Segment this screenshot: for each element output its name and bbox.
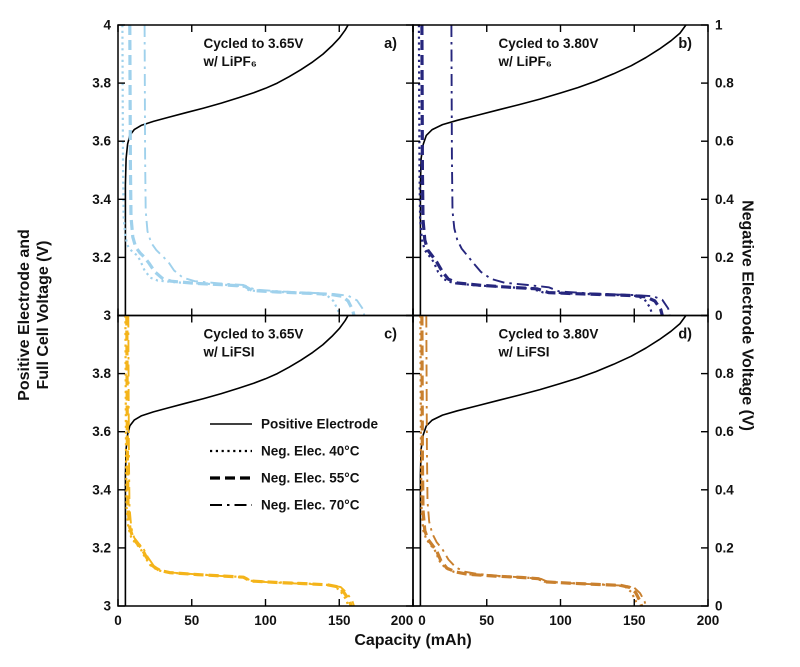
legend-label: Neg. Elec. 40°C	[261, 444, 360, 459]
panel-a-annotation-line: w/ LiPF₆	[203, 54, 257, 69]
panel-b-annotation: Cycled to 3.80V w/ LiPF₆	[498, 36, 599, 69]
panel-a-annotation: Cycled to 3.65V w/ LiPF₆	[203, 36, 304, 69]
panel-a-annotation-line: Cycled to 3.65V	[204, 36, 304, 51]
x-tick-label: 200	[391, 613, 414, 628]
panel-b-annotation-line: Cycled to 3.80V	[499, 36, 599, 51]
panel-b-ticks	[412, 24, 709, 317]
panel-c-tick-labels: 3 3.2 3.4 3.6 3.8 0 50 100 150 200	[92, 366, 413, 628]
panel-d-annotation-line: w/ LiFSI	[498, 345, 550, 360]
panel-b-neg-electrode-line-2	[450, 25, 671, 316]
y-right-tick-label: 0.8	[715, 76, 734, 91]
legend-label: Neg. Elec. 70°C	[261, 498, 360, 513]
y-left-tick-label: 3	[103, 308, 111, 323]
panel-c-annotation-line: w/ LiFSI	[203, 345, 255, 360]
panel-b-tick-labels: 0 0.2 0.4 0.6 0.8 1	[715, 18, 734, 324]
panel-b: 0 0.2 0.4 0.6 0.8 1 Cycled to 3.80V w/ LiPF₆ b)	[412, 18, 734, 324]
y-right-tick-label: 1	[715, 18, 723, 33]
panel-b-frame	[412, 24, 709, 317]
y-right-tick-label: 0	[715, 599, 723, 614]
legend: Positive Electrode Neg. Elec. 40°C Neg. El…	[210, 417, 379, 513]
panel-b-positive-electrode-line	[419, 25, 687, 316]
left-axis-title: Positive Electrode and Full Cell Voltage…	[15, 15, 53, 615]
panel-a: 3 3.2 3.4 3.6 3.8 4 Cycled to 3.65V w/ LiPF₆ a)	[92, 18, 414, 324]
panel-a-ticks	[117, 24, 414, 317]
panel-d-tick-labels: 0 0.2 0.4 0.6 0.8 0 50 100 150 200	[418, 366, 734, 628]
y-right-tick-label: 0.4	[715, 192, 734, 207]
panel-c-frame	[117, 314, 414, 607]
x-tick-label: 150	[328, 613, 351, 628]
y-left-tick-label: 3.2	[92, 250, 111, 265]
x-tick-label: 50	[184, 613, 199, 628]
panel-c-ticks	[117, 314, 414, 607]
panel-c-positive-electrode-line	[124, 315, 349, 606]
right-axis-title: Negative Electrode Voltage (V)	[738, 200, 756, 431]
y-right-tick-label: 0.2	[715, 250, 734, 265]
y-right-tick-label: 0.6	[715, 424, 734, 439]
x-tick-label: 150	[623, 613, 646, 628]
panel-c-letter: c)	[384, 327, 397, 343]
x-tick-label: 0	[418, 613, 426, 628]
x-axis-title: Capacity (mAh)	[354, 632, 472, 649]
left-axis-title-line1: Positive Electrode and	[16, 229, 33, 401]
y-left-tick-label: 3	[103, 599, 111, 614]
panel-d-letter: d)	[678, 327, 692, 343]
y-right-tick-label: 0.8	[715, 366, 734, 381]
panel-c-annotation-line: Cycled to 3.65V	[204, 327, 304, 342]
y-left-tick-label: 3.8	[92, 76, 111, 91]
panel-d-frame	[412, 314, 709, 607]
panel-c: 3 3.2 3.4 3.6 3.8 0 50 100 150 200 Cycled to 3.65V…	[92, 314, 414, 628]
x-tick-label: 100	[549, 613, 572, 628]
panel-a-frame	[117, 24, 414, 317]
panel-d: 0 0.2 0.4 0.6 0.8 0 50 100 150 200 Cycled to 3.80V…	[412, 314, 734, 628]
y-right-tick-label: 0.4	[715, 482, 734, 497]
left-axis-title-line2: Full Cell Voltage (V)	[35, 240, 52, 390]
panel-d-positive-electrode-line	[419, 315, 687, 606]
panel-b-neg-electrode-line-1	[420, 25, 664, 316]
y-left-tick-label: 3.4	[92, 482, 111, 497]
panel-a-neg-electrode-line-1	[128, 25, 356, 316]
panel-b-letter: b)	[678, 36, 692, 52]
panel-c-neg-electrode-line-2	[127, 315, 355, 606]
x-tick-label: 200	[697, 613, 720, 628]
panel-a-tick-labels: 3 3.2 3.4 3.6 3.8 4	[92, 18, 111, 324]
legend-label: Neg. Elec. 55°C	[261, 471, 360, 486]
panel-a-neg-electrode-line-2	[143, 25, 366, 316]
panel-a-letter: a)	[384, 36, 397, 52]
y-left-tick-label: 3.6	[92, 424, 111, 439]
y-right-tick-label: 0.2	[715, 540, 734, 555]
x-tick-label: 100	[254, 613, 277, 628]
panel-b-annotation-line: w/ LiPF₆	[498, 54, 552, 69]
y-left-tick-label: 3.8	[92, 366, 111, 381]
panel-d-ticks	[412, 314, 709, 607]
panel-d-annotation-line: Cycled to 3.80V	[499, 327, 599, 342]
y-left-tick-label: 4	[103, 18, 111, 33]
x-tick-label: 0	[114, 613, 122, 628]
y-right-tick-label: 0	[715, 308, 723, 323]
y-left-tick-label: 3.6	[92, 134, 111, 149]
x-tick-label: 50	[479, 613, 494, 628]
panel-c-annotation: Cycled to 3.65V w/ LiFSI	[203, 327, 304, 360]
y-left-tick-label: 3.4	[92, 192, 111, 207]
legend-label: Positive Electrode	[261, 417, 379, 432]
y-left-tick-label: 3.2	[92, 540, 111, 555]
y-right-tick-label: 0.6	[715, 134, 734, 149]
panel-d-neg-electrode-line-2	[425, 315, 647, 606]
panel-d-annotation: Cycled to 3.80V w/ LiFSI	[498, 327, 599, 360]
